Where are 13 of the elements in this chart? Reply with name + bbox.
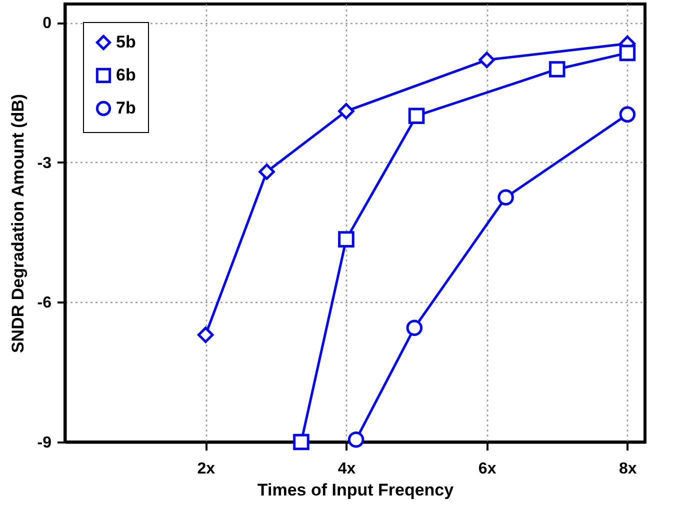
x-tick-label: 6x <box>478 460 496 478</box>
y-tick-label: 0 <box>42 15 52 32</box>
legend-label: 5b <box>116 32 136 52</box>
x-tick-label: 2x <box>197 460 216 478</box>
x-tick-label: 4x <box>338 460 356 478</box>
y-tick-label: -3 <box>37 154 52 172</box>
y-tick-label: -6 <box>37 294 52 312</box>
x-axis-title: Times of Input Freqency <box>257 480 454 500</box>
legend-label: 7b <box>116 98 136 118</box>
x-tick-label: 8x <box>619 460 637 478</box>
y-tick-label: -9 <box>37 434 52 452</box>
y-axis-title: SNDR Degradation Amount (dB) <box>8 94 28 354</box>
legend-label: 6b <box>116 66 136 84</box>
